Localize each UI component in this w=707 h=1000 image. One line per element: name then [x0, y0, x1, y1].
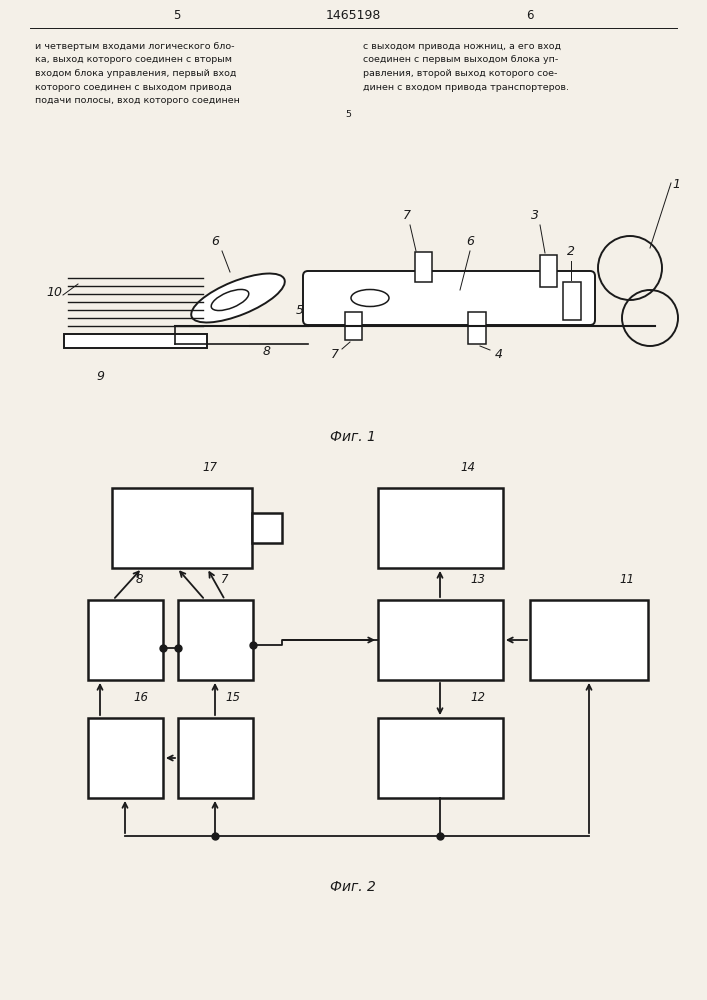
Text: подачи полосы, вход которого соединен: подачи полосы, вход которого соединен: [35, 96, 240, 105]
Bar: [178, 600, 253, 680]
Bar: [530, 600, 648, 680]
Text: равления, второй выход которого сое-: равления, второй выход которого сое-: [363, 69, 557, 78]
Text: Фиг. 1: Фиг. 1: [330, 430, 376, 444]
Ellipse shape: [191, 274, 285, 322]
Bar: [378, 718, 503, 798]
Bar: [345, 312, 362, 340]
Text: с выходом привода ножниц, а его вход: с выходом привода ножниц, а его вход: [363, 42, 561, 51]
Text: Фиг. 2: Фиг. 2: [330, 880, 376, 894]
Text: ка, выход которого соединен с вторым: ка, выход которого соединен с вторым: [35, 55, 232, 64]
Bar: [178, 718, 253, 798]
Text: и четвертым входами логического бло-: и четвертым входами логического бло-: [35, 42, 235, 51]
Text: 6: 6: [526, 9, 534, 22]
Text: 13: 13: [470, 573, 486, 586]
Text: 8: 8: [263, 345, 271, 358]
Text: соединен с первым выходом блока уп-: соединен с первым выходом блока уп-: [363, 55, 559, 64]
Text: 2: 2: [567, 245, 575, 258]
Text: 11: 11: [619, 573, 634, 586]
Text: 7: 7: [221, 573, 228, 586]
Text: 15: 15: [226, 691, 240, 704]
Text: 5: 5: [173, 9, 181, 22]
Bar: [415, 252, 432, 282]
Text: 14: 14: [460, 461, 476, 474]
Text: 8: 8: [136, 573, 143, 586]
Text: 7: 7: [331, 348, 339, 361]
Bar: [468, 312, 486, 344]
Text: 1465198: 1465198: [325, 9, 380, 22]
Text: 17: 17: [202, 461, 217, 474]
Bar: [88, 718, 163, 798]
Text: 10: 10: [46, 286, 62, 298]
Bar: [563, 282, 581, 320]
Text: 5: 5: [296, 304, 304, 316]
Text: 7: 7: [403, 209, 411, 222]
Text: 5: 5: [345, 110, 351, 119]
Text: 4: 4: [495, 348, 503, 361]
Ellipse shape: [211, 289, 249, 311]
Text: 12: 12: [470, 691, 486, 704]
Bar: [378, 600, 503, 680]
Bar: [252, 513, 282, 543]
Text: 6: 6: [466, 235, 474, 248]
Text: 9: 9: [96, 370, 104, 383]
Text: 3: 3: [531, 209, 539, 222]
FancyBboxPatch shape: [303, 271, 595, 325]
Text: 16: 16: [134, 691, 148, 704]
Text: 1: 1: [672, 178, 680, 191]
Bar: [112, 488, 252, 568]
Bar: [88, 600, 163, 680]
Bar: [540, 255, 557, 287]
Text: динен с входом привода транспортеров.: динен с входом привода транспортеров.: [363, 83, 569, 92]
Bar: [378, 488, 503, 568]
Text: 6: 6: [211, 235, 219, 248]
Text: которого соединен с выходом привода: которого соединен с выходом привода: [35, 83, 232, 92]
Bar: [64, 334, 207, 348]
Text: входом блока управления, первый вход: входом блока управления, первый вход: [35, 69, 236, 78]
